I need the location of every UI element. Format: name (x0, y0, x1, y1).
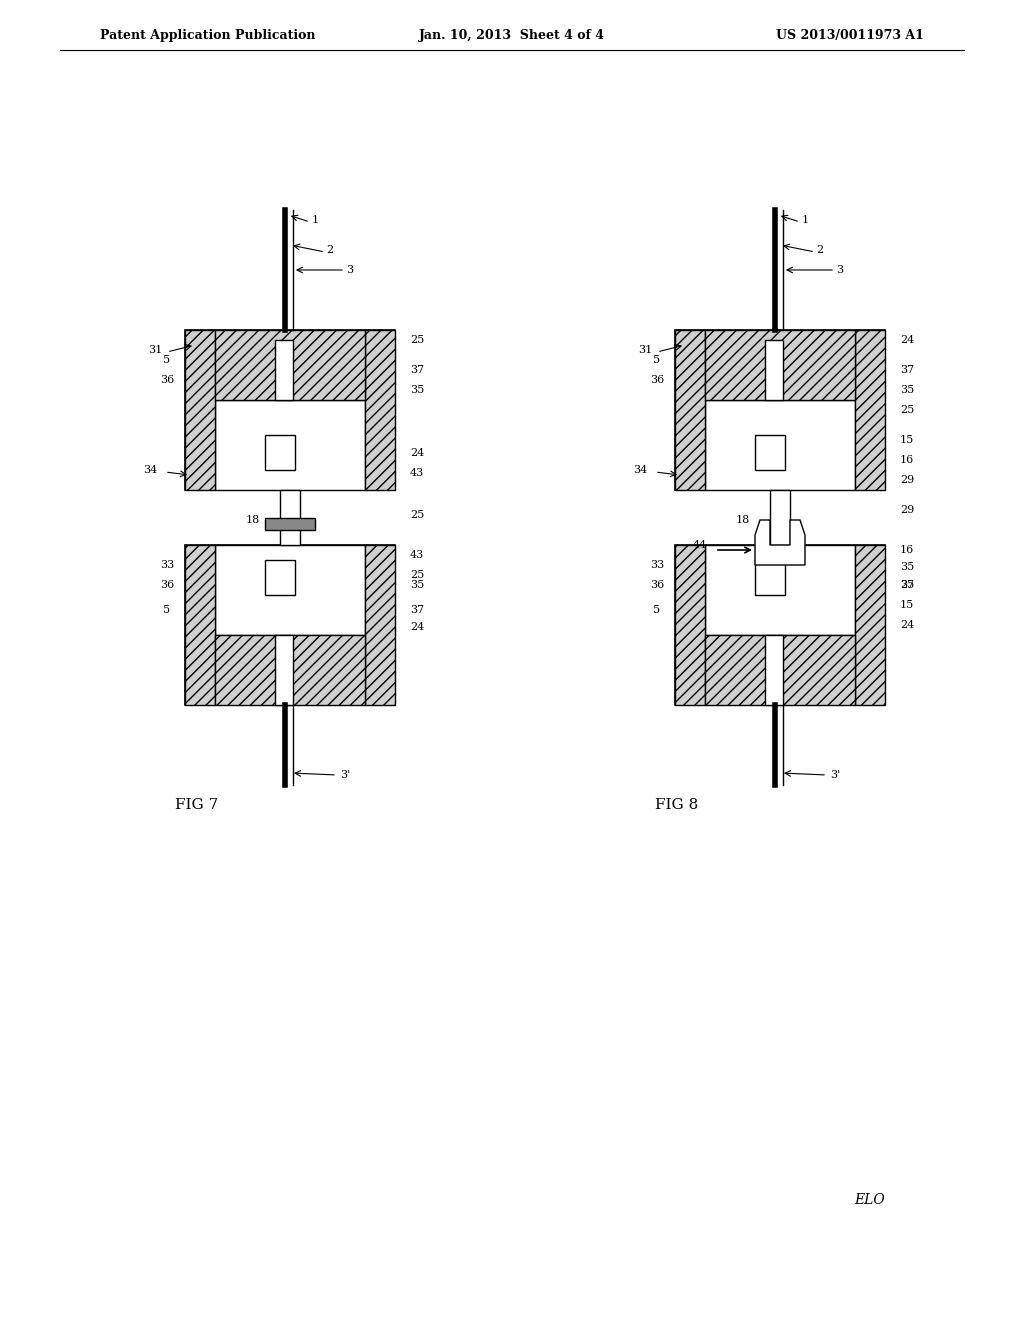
Text: 25: 25 (410, 510, 424, 520)
Text: 36: 36 (160, 579, 174, 590)
Text: 31: 31 (147, 345, 162, 355)
Bar (185, 545, 395, 705)
Text: 2: 2 (816, 246, 823, 255)
Text: Jan. 10, 2013  Sheet 4 of 4: Jan. 10, 2013 Sheet 4 of 4 (419, 29, 605, 41)
Text: 3: 3 (837, 265, 844, 275)
Bar (675, 330, 705, 490)
Text: 2: 2 (327, 246, 334, 255)
Text: 15: 15 (900, 436, 914, 445)
Text: 15: 15 (900, 601, 914, 610)
Bar (215, 330, 365, 400)
Text: 43: 43 (410, 469, 424, 478)
Bar (705, 545, 855, 635)
Text: 18: 18 (736, 515, 751, 525)
Bar (755, 560, 785, 595)
Text: ELO: ELO (855, 1193, 886, 1206)
Bar (365, 545, 395, 705)
Text: 44: 44 (693, 540, 708, 550)
Text: 18: 18 (246, 515, 260, 525)
Text: 35: 35 (410, 579, 424, 590)
Text: 33: 33 (160, 560, 174, 570)
Text: 29: 29 (900, 475, 914, 484)
Bar (705, 330, 855, 400)
Text: 5: 5 (164, 605, 171, 615)
Text: 31: 31 (638, 345, 652, 355)
Text: 34: 34 (633, 465, 647, 475)
Text: 1: 1 (311, 215, 318, 224)
Bar (215, 400, 365, 490)
Text: 25: 25 (410, 570, 424, 579)
Text: 25: 25 (900, 405, 914, 414)
Bar (675, 330, 885, 490)
Bar (280, 490, 300, 545)
Bar (215, 545, 365, 635)
Text: 33: 33 (650, 560, 665, 570)
Bar (855, 545, 885, 705)
Bar (765, 341, 783, 400)
Text: 34: 34 (143, 465, 157, 475)
Bar (215, 635, 365, 705)
Bar (185, 330, 215, 490)
Bar (185, 330, 395, 490)
Text: 24: 24 (410, 447, 424, 458)
Text: 3': 3' (340, 770, 350, 780)
Text: 24: 24 (410, 622, 424, 632)
Text: 3: 3 (346, 265, 353, 275)
Bar (755, 436, 785, 470)
Text: 16: 16 (900, 545, 914, 554)
Text: Patent Application Publication: Patent Application Publication (100, 29, 315, 41)
Text: 37: 37 (900, 366, 914, 375)
Bar (765, 635, 783, 705)
Bar (855, 330, 885, 490)
Text: 25: 25 (900, 579, 914, 590)
Text: 36: 36 (650, 375, 665, 385)
Bar (275, 341, 293, 400)
Bar (365, 330, 395, 490)
Text: 43: 43 (410, 550, 424, 560)
Text: 37: 37 (900, 579, 914, 590)
Text: 36: 36 (160, 375, 174, 385)
Bar (265, 560, 295, 595)
Text: 3': 3' (829, 770, 840, 780)
Text: 29: 29 (900, 506, 914, 515)
Text: US 2013/0011973 A1: US 2013/0011973 A1 (776, 29, 924, 41)
Bar (275, 635, 293, 705)
Text: 37: 37 (410, 605, 424, 615)
Text: FIG 8: FIG 8 (655, 799, 698, 812)
Text: 5: 5 (653, 605, 660, 615)
Bar (265, 517, 315, 531)
Bar (265, 436, 295, 470)
Text: 24: 24 (900, 620, 914, 630)
Text: 5: 5 (653, 355, 660, 366)
Text: 25: 25 (410, 335, 424, 345)
Text: 5: 5 (164, 355, 171, 366)
Polygon shape (755, 520, 805, 565)
Text: 1: 1 (802, 215, 809, 224)
Text: 16: 16 (900, 455, 914, 465)
Text: 35: 35 (900, 562, 914, 572)
Bar (675, 545, 705, 705)
Bar (770, 490, 790, 545)
Text: 35: 35 (900, 385, 914, 395)
Text: 24: 24 (900, 335, 914, 345)
Text: 37: 37 (410, 366, 424, 375)
Text: 36: 36 (650, 579, 665, 590)
Text: FIG 7: FIG 7 (175, 799, 218, 812)
Bar (705, 400, 855, 490)
Text: 35: 35 (410, 385, 424, 395)
Bar (185, 545, 215, 705)
Bar (675, 545, 885, 705)
Bar (705, 635, 855, 705)
